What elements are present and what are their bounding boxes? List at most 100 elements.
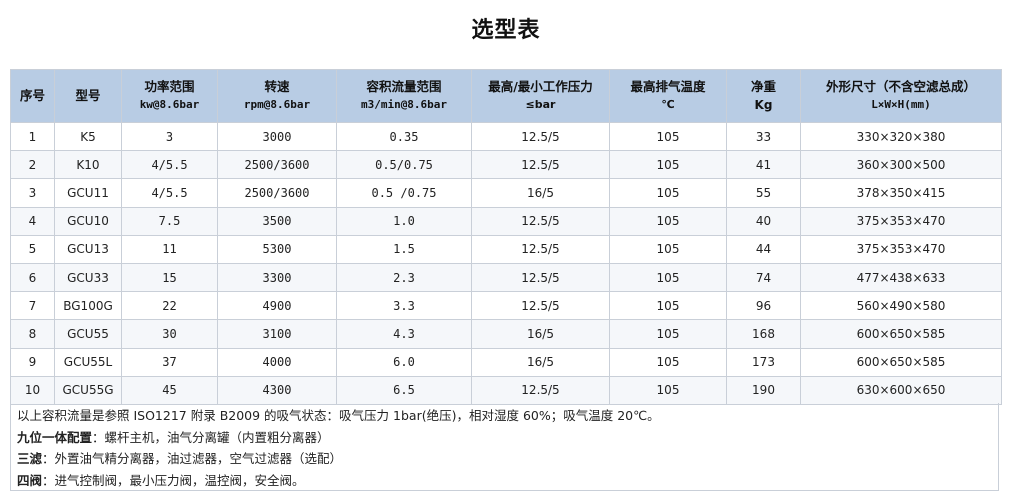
cell-pressure: 16/5 (471, 347, 610, 377)
cell-flow: 0.5 /0.75 (336, 178, 472, 208)
selection-table: 序号 型号 功率范围 kw@8.6bar 转速 rpm@8.6bar 容积流量范围 m… (10, 69, 1002, 405)
note-filters-text: ：外置油气精分离器，油过滤器，空气过滤器（选配） (42, 451, 343, 466)
cell-speed: 5300 (217, 234, 337, 264)
cell-speed: 4300 (217, 375, 337, 405)
cell-index: 4 (10, 206, 55, 236)
table-row: 6 GCU33 15 3300 2.3 12.5/5 105 74 477×438×633 (10, 262, 1002, 293)
cell-temperature: 105 (609, 262, 727, 293)
cell-speed: 3000 (217, 121, 337, 152)
cell-pressure: 12.5/5 (471, 291, 610, 321)
cell-dimensions: 378×350×415 (800, 178, 1002, 208)
note-valves: 四阀：进气控制阀，最小压力阀，温控阀，安全阀。 (17, 470, 998, 492)
cell-temperature: 105 (609, 150, 727, 180)
cell-weight: 96 (726, 291, 801, 321)
cell-flow: 6.5 (336, 375, 472, 405)
cell-flow: 0.35 (336, 121, 472, 152)
cell-index: 3 (10, 178, 55, 208)
cell-dimensions: 375×353×470 (800, 206, 1002, 236)
cell-temperature: 105 (609, 291, 727, 321)
cell-power: 4/5.5 (121, 150, 218, 180)
cell-speed: 3100 (217, 319, 337, 349)
table-header-row: 序号 型号 功率范围 kw@8.6bar 转速 rpm@8.6bar 容积流量范围 m… (10, 69, 1002, 123)
cell-model: GCU55L (54, 347, 122, 377)
cell-model: BG100G (54, 291, 122, 321)
cell-pressure: 12.5/5 (471, 375, 610, 405)
cell-power: 15 (121, 262, 218, 293)
cell-model: K5 (54, 121, 122, 152)
cell-power: 7.5 (121, 206, 218, 236)
cell-model: GCU10 (54, 206, 122, 236)
note-flow-reference: 以上容积流量是参照 ISO1217 附录 B2009 的吸气状态：吸气压力 1b… (17, 408, 660, 423)
header-speed: 转速 rpm@8.6bar (217, 69, 337, 123)
cell-dimensions: 630×600×650 (800, 375, 1002, 405)
note-config-label: 九位一体配置 (17, 429, 93, 445)
note-filters: 三滤：外置油气精分离器，油过滤器，空气过滤器（选配） (17, 448, 998, 470)
note-valves-text: ：进气控制阀，最小压力阀，温控阀，安全阀。 (42, 472, 305, 488)
cell-speed: 2500/3600 (217, 150, 337, 180)
cell-flow: 6.0 (336, 347, 472, 377)
cell-power: 4/5.5 (121, 178, 218, 208)
cell-index: 7 (10, 291, 55, 321)
table-row: 8 GCU55 30 3100 4.3 16/5 105 168 600×650×585 (10, 319, 1002, 349)
note-filters-label: 三滤 (17, 451, 43, 466)
cell-power: 45 (121, 375, 218, 405)
cell-weight: 33 (726, 121, 801, 152)
cell-power: 30 (121, 319, 218, 349)
cell-index: 6 (10, 262, 55, 293)
header-model: 型号 (54, 69, 122, 123)
table-row: 1 K5 3 3000 0.35 12.5/5 105 33 330×320×380 (10, 121, 1002, 152)
cell-dimensions: 477×438×633 (800, 262, 1002, 293)
table-row: 9 GCU55L 37 4000 6.0 16/5 105 173 600×650×585 (10, 347, 1002, 377)
cell-pressure: 16/5 (471, 319, 610, 349)
note-valves-label: 四阀 (17, 472, 43, 488)
table-row: 3 GCU11 4/5.5 2500/3600 0.5 /0.75 16/5 105 55 37… (10, 178, 1002, 208)
cell-speed: 2500/3600 (217, 178, 337, 208)
header-index: 序号 (10, 69, 55, 123)
cell-pressure: 12.5/5 (471, 262, 610, 293)
table-body: 1 K5 3 3000 0.35 12.5/5 105 33 330×320×380 2 K10 4/… (10, 121, 1002, 405)
page-title: 选型表 (471, 17, 541, 43)
cell-weight: 44 (726, 234, 801, 264)
cell-temperature: 105 (609, 375, 727, 405)
cell-dimensions: 375×353×470 (800, 234, 1002, 264)
cell-flow: 3.3 (336, 291, 472, 321)
cell-weight: 168 (726, 319, 801, 349)
cell-model: GCU33 (54, 262, 122, 293)
cell-flow: 2.3 (336, 262, 472, 293)
cell-weight: 173 (726, 347, 801, 377)
cell-weight: 40 (726, 206, 801, 236)
cell-dimensions: 600×650×585 (800, 347, 1002, 377)
note-config: 九位一体配置：螺杆主机，油气分离罐（内置粗分离器） (17, 427, 998, 449)
cell-weight: 190 (726, 375, 801, 405)
cell-dimensions: 560×490×580 (800, 291, 1002, 321)
cell-model: K10 (54, 150, 122, 180)
header-pressure: 最高/最小工作压力 ≤bar (471, 69, 610, 123)
cell-model: GCU11 (54, 178, 122, 208)
header-dimensions: 外形尺寸（不含空滤总成） L×W×H(mm) (800, 69, 1002, 123)
cell-flow: 4.3 (336, 319, 472, 349)
table-row: 5 GCU13 11 5300 1.5 12.5/5 105 44 375×353×470 (10, 234, 1002, 264)
header-weight: 净重 Kg (726, 69, 801, 123)
cell-temperature: 105 (609, 347, 727, 377)
cell-speed: 4900 (217, 291, 337, 321)
cell-temperature: 105 (609, 206, 727, 236)
cell-speed: 4000 (217, 347, 337, 377)
cell-flow: 0.5/0.75 (336, 150, 472, 180)
cell-index: 1 (10, 121, 55, 152)
cell-temperature: 105 (609, 234, 727, 264)
cell-model: GCU13 (54, 234, 122, 264)
header-flow: 容积流量范围 m3/min@8.6bar (336, 69, 472, 123)
cell-power: 37 (121, 347, 218, 377)
cell-pressure: 16/5 (471, 178, 610, 208)
cell-weight: 41 (726, 150, 801, 180)
cell-pressure: 12.5/5 (471, 234, 610, 264)
cell-dimensions: 330×320×380 (800, 121, 1002, 152)
cell-dimensions: 360×300×500 (800, 150, 1002, 180)
cell-power: 11 (121, 234, 218, 264)
cell-temperature: 105 (609, 178, 727, 208)
table-row: 4 GCU10 7.5 3500 1.0 12.5/5 105 40 375×353×470 (10, 206, 1002, 236)
cell-index: 10 (10, 375, 55, 405)
cell-dimensions: 600×650×585 (800, 319, 1002, 349)
header-temperature: 最高排气温度 ℃ (609, 69, 727, 123)
cell-model: GCU55G (54, 375, 122, 405)
